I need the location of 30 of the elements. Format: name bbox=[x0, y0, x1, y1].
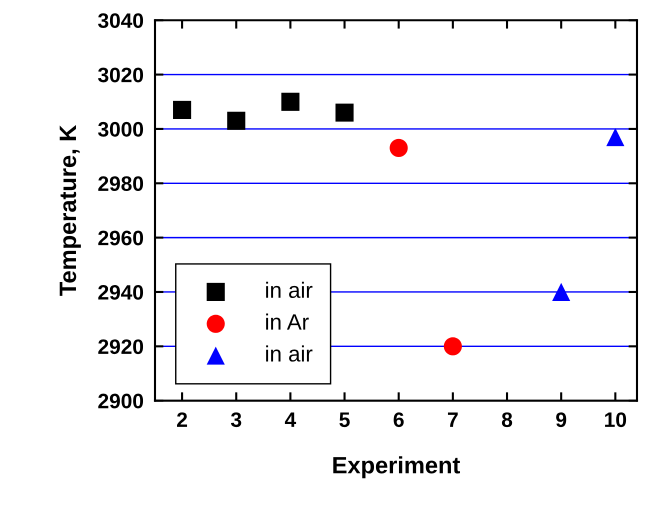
legend-label: in Ar bbox=[266, 314, 309, 330]
legend-label: in air bbox=[266, 282, 312, 298]
y-tick-label: 3020 bbox=[98, 68, 144, 82]
y-tick-label: 2960 bbox=[98, 230, 144, 246]
y-axis-title: Temperature, K bbox=[60, 124, 81, 296]
x-tick-label: 8 bbox=[502, 412, 512, 428]
point bbox=[335, 104, 354, 122]
y-tick-label: 2900 bbox=[98, 394, 144, 408]
y-tick-label: 2920 bbox=[98, 339, 144, 354]
x-tick-label: 4 bbox=[284, 412, 296, 427]
y-tick-label: 2980 bbox=[98, 176, 144, 192]
point bbox=[606, 128, 624, 146]
point bbox=[227, 112, 246, 130]
x-tick-label: 10 bbox=[605, 412, 626, 428]
x-tick-label: 9 bbox=[556, 412, 566, 428]
y-tick-label: 2940 bbox=[98, 284, 144, 300]
point bbox=[552, 282, 570, 302]
y-tick-label: 3040 bbox=[98, 13, 144, 28]
legend-label: in air bbox=[266, 345, 312, 362]
x-axis-title: Experiment bbox=[333, 456, 460, 478]
point bbox=[281, 92, 300, 111]
x-tick-label: 6 bbox=[394, 412, 404, 428]
point bbox=[173, 100, 192, 119]
x-tick-label: 5 bbox=[339, 412, 350, 428]
point bbox=[390, 138, 408, 158]
y-tick-label: 3000 bbox=[98, 122, 144, 137]
x-tick-label: 2 bbox=[177, 412, 188, 427]
x-tick-label: 7 bbox=[448, 412, 458, 427]
point bbox=[444, 337, 462, 356]
x-tick-label: 3 bbox=[230, 412, 242, 428]
